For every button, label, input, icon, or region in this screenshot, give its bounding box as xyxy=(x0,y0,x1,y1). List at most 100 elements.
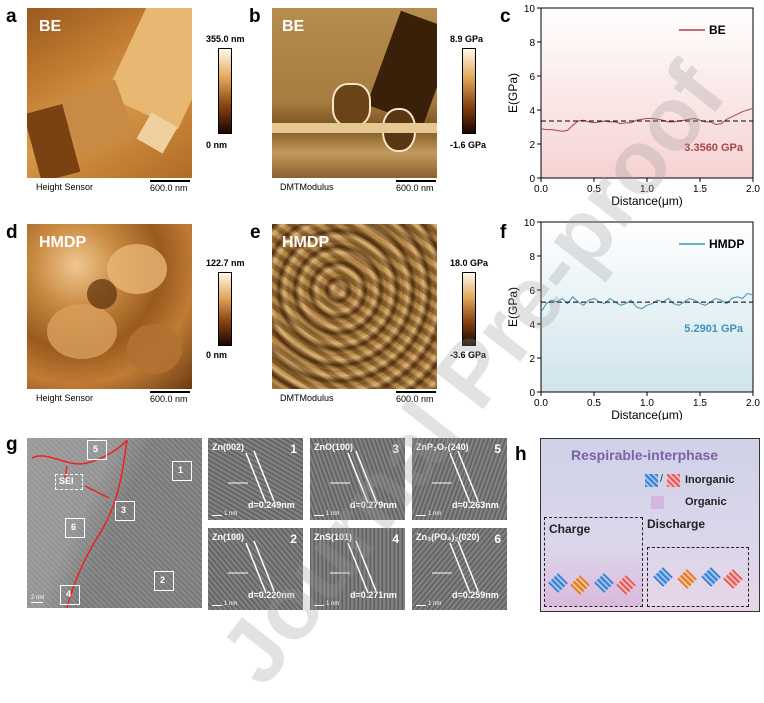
y-tick-label: 6 xyxy=(529,286,535,297)
texture xyxy=(272,224,437,389)
y-axis-label: E(GPa) xyxy=(506,73,520,113)
panel-label-h: h xyxy=(515,444,527,465)
scale-bar xyxy=(416,605,426,606)
scale-bar xyxy=(212,605,222,606)
afm-height-image-be: BE xyxy=(27,8,192,178)
grain xyxy=(107,244,167,294)
panel-e-title: HMDP xyxy=(282,234,330,251)
panel-a-title: BE xyxy=(39,18,62,35)
colorbar xyxy=(218,48,232,134)
scale-bar xyxy=(150,391,190,393)
x-tick-label: 0.5 xyxy=(587,398,601,409)
colorbar-max: 18.0 GPa xyxy=(450,258,489,268)
chart-hmdp-modulus: 0 2 4 6 8 10 0.0 0.5 1.0 1.5 2.0 Distance(μm) E(GPa)… xyxy=(506,218,760,420)
colorbar-min: -3.6 GPa xyxy=(450,350,487,360)
tile-phase-label: Zn(002) xyxy=(212,442,245,452)
tile-number: 6 xyxy=(494,532,501,546)
x-tick-label: 1.5 xyxy=(693,398,707,409)
series-line xyxy=(540,292,754,313)
tile-d-spacing: d=0.259nm xyxy=(452,590,499,600)
y-tick-label: 2 xyxy=(529,140,535,151)
panel-label-c: c xyxy=(500,6,511,27)
organic-icon xyxy=(651,496,664,509)
panel-label-d: d xyxy=(6,222,18,243)
legend-organic: Organic xyxy=(685,496,727,508)
y-tick-label: 8 xyxy=(529,38,535,49)
scale-bar-label: 600.0 nm xyxy=(150,183,188,193)
hrtem-tile-1: Zn(002) 1 d=0.249nm 1 nm xyxy=(208,438,303,520)
hrtem-tile-5: ZnP₂O₇(240) 5 d=0.263nm 1 nm xyxy=(412,438,507,520)
tile-number: 3 xyxy=(392,442,399,456)
mean-value-label: 3.3560 GPa xyxy=(684,142,744,154)
scale-bar-label: 1 nm xyxy=(224,601,238,607)
x-tick-label: 1.0 xyxy=(640,398,654,409)
tile-d-spacing: d=0.220nm xyxy=(248,590,295,600)
region-box-3: 3 xyxy=(115,501,135,521)
schematic-title: Respirable-interphase xyxy=(571,447,719,463)
inorganic-crystal-icon xyxy=(723,569,743,589)
colorbar xyxy=(462,272,476,346)
scale-bar xyxy=(396,180,436,182)
x-tick-label: 0.0 xyxy=(534,398,548,409)
tile-phase-label: Zn(100) xyxy=(212,532,245,542)
panel-b-caption: DMTModulus xyxy=(280,182,334,192)
lattice-fringe-lines xyxy=(432,450,479,504)
colorbar-max: 122.7 nm xyxy=(206,258,245,268)
legend-label: HMDP xyxy=(709,237,744,251)
scale-bar-label: 1 nm xyxy=(326,511,340,517)
y-tick-label: 0 xyxy=(529,388,535,399)
mean-value-label: 5.2901 GPa xyxy=(684,323,744,335)
scale-bar xyxy=(212,515,222,516)
inorganic-crystal-icon xyxy=(677,569,697,589)
charge-label: Charge xyxy=(549,522,591,536)
tem-overview-image: 5 1 3 6 2 4 SEI 2 nm xyxy=(27,438,202,608)
inorganic-crystal-icon xyxy=(653,567,673,587)
lattice-fringe-lines xyxy=(432,540,479,594)
grain xyxy=(47,304,117,359)
tile-phase-label: ZnS(101) xyxy=(314,532,353,542)
charge-box: Charge xyxy=(544,517,643,607)
lattice-fringe-lines xyxy=(228,540,275,594)
tile-number: 5 xyxy=(494,442,501,456)
colorbar-max: 355.0 nm xyxy=(206,34,245,44)
panel-label-g: g xyxy=(6,434,18,455)
afm-modulus-image-be: BE xyxy=(272,8,437,178)
plot-area xyxy=(540,7,754,179)
ring-feature xyxy=(332,83,371,127)
x-axis-label: Distance(μm) xyxy=(611,408,683,420)
tile-d-spacing: d=0.279nm xyxy=(350,500,397,510)
region-box-5: 5 xyxy=(87,440,107,460)
inorganic-red-icon xyxy=(667,474,680,487)
inorganic-blue-icon xyxy=(645,474,658,487)
afm-height-image-hmdp: HMDP xyxy=(27,224,192,389)
tile-phase-label: ZnP₂O₇(240) xyxy=(416,442,469,452)
tile-number: 1 xyxy=(290,442,297,456)
scale-bar-label: 600.0 nm xyxy=(396,183,434,193)
hrtem-tile-3: ZnO(100) 3 d=0.279nm 1 nm xyxy=(310,438,405,520)
tile-number: 4 xyxy=(392,532,399,546)
bright-band xyxy=(272,123,437,133)
x-tick-label: 1.5 xyxy=(693,184,707,195)
hrtem-tile-2: Zn(100) 2 d=0.220nm 1 nm xyxy=(208,528,303,610)
x-axis-label: Distance(μm) xyxy=(611,194,683,208)
colorbar-max: 8.9 GPa xyxy=(450,34,484,44)
y-tick-label: 4 xyxy=(529,106,535,117)
y-tick-label: 10 xyxy=(524,4,536,15)
scale-bar xyxy=(150,180,190,182)
panel-a-caption: Height Sensor xyxy=(36,182,94,192)
legend-label: BE xyxy=(709,23,726,37)
colorbar xyxy=(462,48,476,134)
y-tick-label: 6 xyxy=(529,72,535,83)
colorbar xyxy=(218,272,232,346)
y-tick-label: 4 xyxy=(529,320,535,331)
scale-bar xyxy=(314,605,324,606)
discharge-box xyxy=(647,547,749,607)
inorganic-crystal-icon xyxy=(701,567,721,587)
hrtem-tile-4: ZnS(101) 4 d=0.271nm 1 nm xyxy=(310,528,405,610)
panel-d-caption: Height Sensor xyxy=(36,393,94,403)
scale-bar xyxy=(314,515,324,516)
panel-d-title: HMDP xyxy=(39,234,87,251)
sei-label: SEI xyxy=(59,476,74,486)
lattice-fringe-lines xyxy=(228,450,275,504)
scale-bar-label: 1 nm xyxy=(224,511,238,517)
